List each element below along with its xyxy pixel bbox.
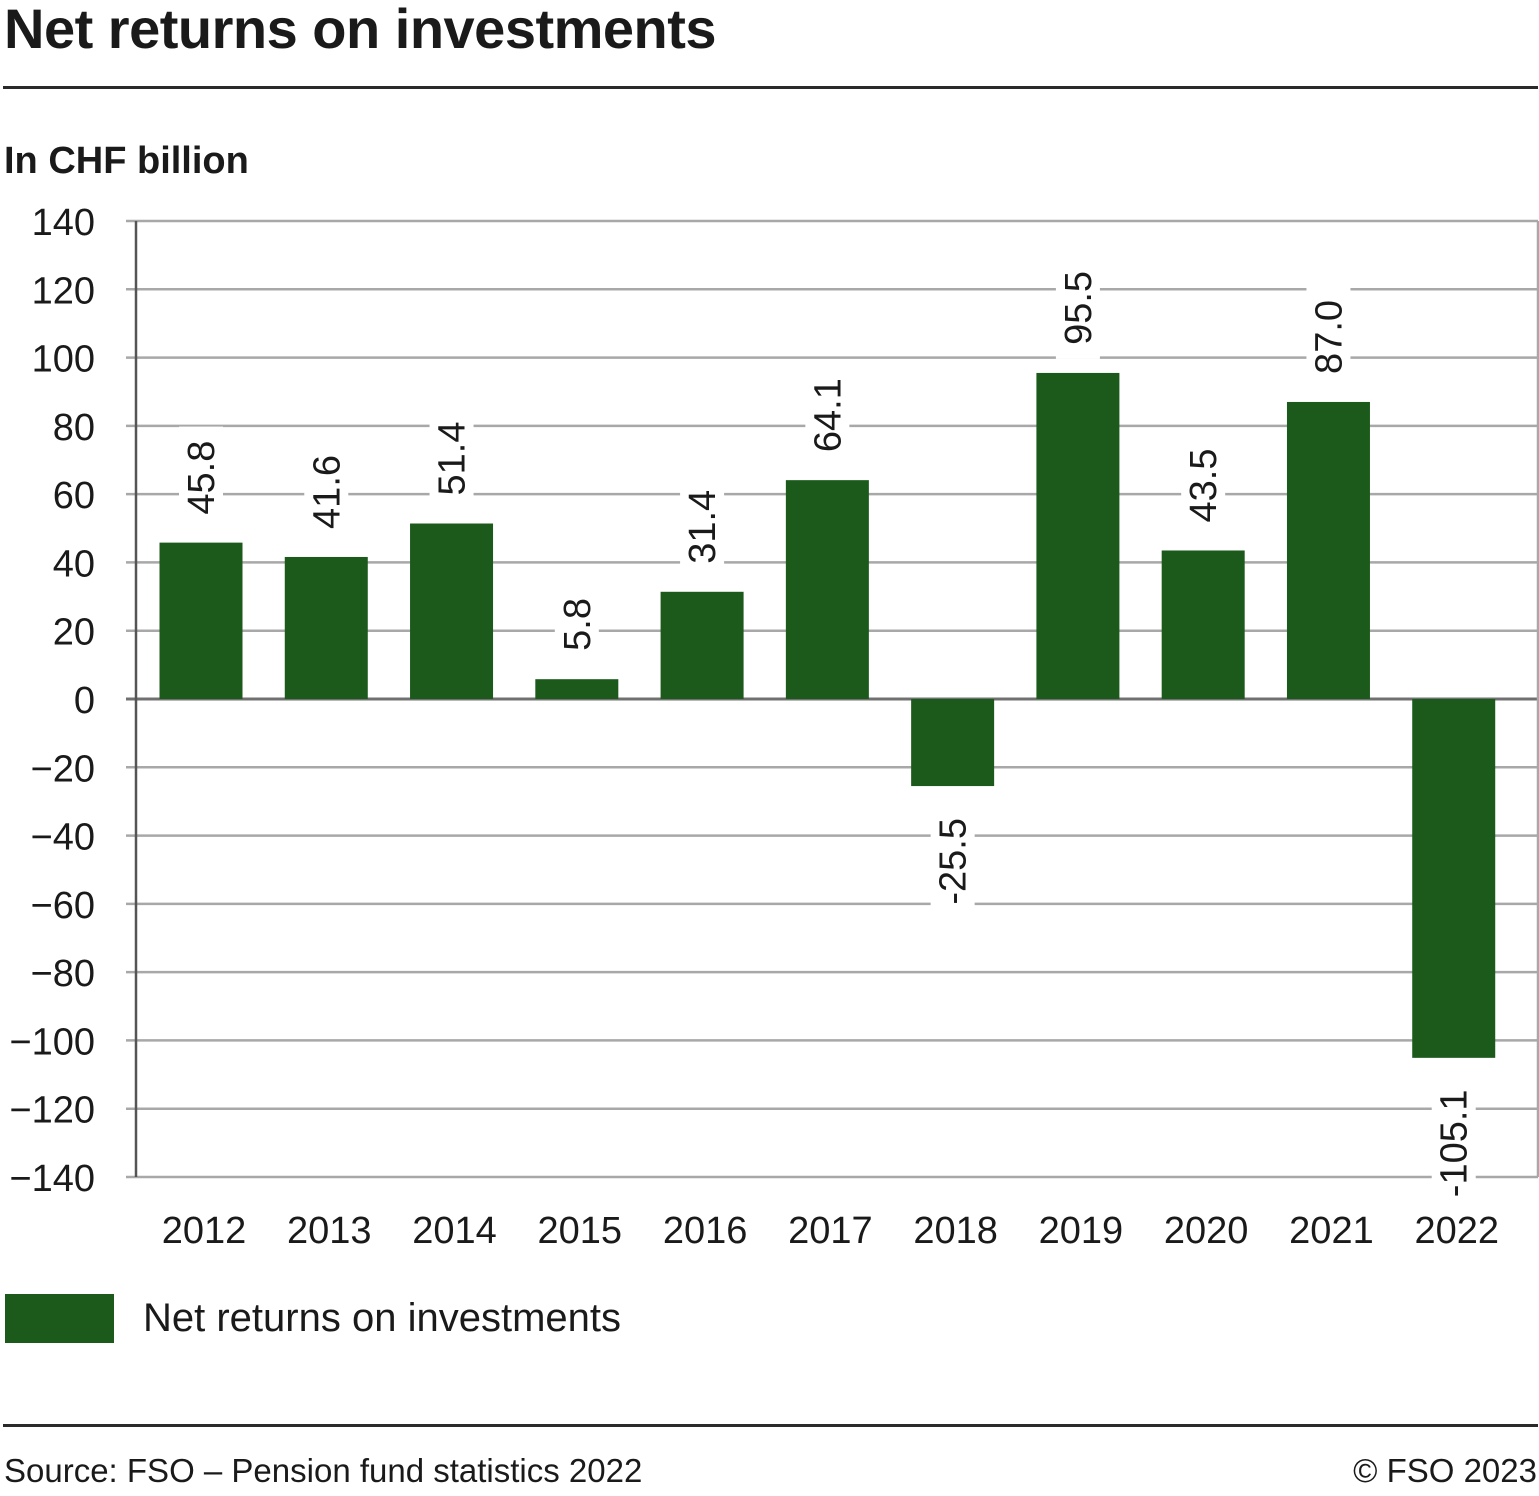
data-label-backdrop	[930, 800, 975, 923]
bar	[535, 679, 619, 699]
data-label-backdrop	[429, 407, 474, 510]
legend-label: Net returns on investments	[143, 1296, 621, 1340]
y-tick-label: −120	[9, 1090, 95, 1132]
bar	[911, 699, 995, 787]
bar	[1286, 401, 1370, 699]
data-label: 64.1	[807, 378, 849, 452]
data-label: 51.4	[432, 422, 474, 496]
y-tick-label: −20	[31, 748, 95, 790]
y-tick-label: −40	[31, 817, 95, 859]
y-tick-label: 20	[53, 612, 95, 654]
bar	[284, 556, 368, 699]
data-label: 31.4	[682, 490, 724, 564]
x-tick-label: 2021	[1289, 1210, 1374, 1252]
x-tick-label: 2013	[287, 1210, 372, 1252]
data-label-backdrop	[554, 583, 599, 666]
legend-swatch	[5, 1294, 114, 1343]
bar	[159, 542, 243, 699]
data-label-backdrop	[680, 475, 725, 578]
data-label: 95.5	[1058, 271, 1100, 345]
y-tick-label: 60	[53, 475, 95, 517]
y-tick-label: 0	[74, 680, 95, 722]
y-tick-label: −100	[9, 1021, 95, 1063]
bar-chart: 140 120 100 80 60 40 20 0 −20 −40 −60 −80 −100 −120 −1…	[9, 202, 1539, 1252]
bar	[660, 591, 744, 699]
x-tick-label: 2020	[1164, 1210, 1249, 1252]
data-label-backdrop	[805, 364, 850, 467]
data-label: 41.6	[306, 455, 348, 529]
data-label: 5.8	[557, 598, 599, 651]
data-label-backdrop	[1181, 434, 1226, 537]
y-tick-label: −140	[9, 1158, 95, 1200]
chart-subtitle: In CHF billion	[4, 140, 249, 182]
data-label: 45.8	[181, 441, 223, 515]
x-tick-label: 2015	[538, 1210, 623, 1252]
data-label-backdrop	[1431, 1071, 1476, 1215]
bar	[1161, 550, 1245, 699]
y-tick-label: 140	[32, 202, 95, 244]
bar	[1412, 699, 1496, 1058]
x-tick-label: 2014	[412, 1210, 497, 1252]
data-label-backdrop	[304, 440, 349, 543]
source-note: Source: FSO – Pension fund statistics 20…	[4, 1452, 643, 1489]
legend: Net returns on investments	[5, 1294, 621, 1343]
x-tick-label: 2012	[162, 1210, 247, 1252]
y-tick-label: 120	[32, 270, 95, 312]
x-tick-label: 2018	[913, 1210, 998, 1252]
bar	[1036, 372, 1120, 699]
data-label-backdrop	[179, 426, 223, 529]
footer-divider	[3, 1424, 1538, 1427]
x-tick-label: 2016	[663, 1210, 748, 1252]
data-label-backdrop	[1055, 256, 1100, 359]
data-label: 87.0	[1308, 300, 1350, 374]
data-label: -25.5	[933, 818, 975, 905]
copyright-note: © FSO 2023	[1353, 1452, 1537, 1489]
data-label: 43.5	[1183, 448, 1225, 522]
y-tick-label: 100	[32, 339, 95, 381]
bar	[410, 523, 494, 699]
data-label-backdrop	[1306, 285, 1351, 388]
chart-title: Net returns on investments	[4, 0, 717, 60]
x-tick-label: 2017	[788, 1210, 873, 1252]
title-divider	[3, 86, 1538, 89]
x-tick-label: 2019	[1039, 1210, 1124, 1252]
y-tick-label: −60	[31, 885, 95, 927]
y-tick-label: 80	[53, 407, 95, 449]
y-tick-label: −80	[31, 953, 95, 995]
y-tick-label: 40	[53, 543, 95, 585]
bar	[785, 480, 869, 699]
data-label: -105.1	[1434, 1089, 1476, 1197]
x-tick-label: 2022	[1414, 1210, 1499, 1252]
